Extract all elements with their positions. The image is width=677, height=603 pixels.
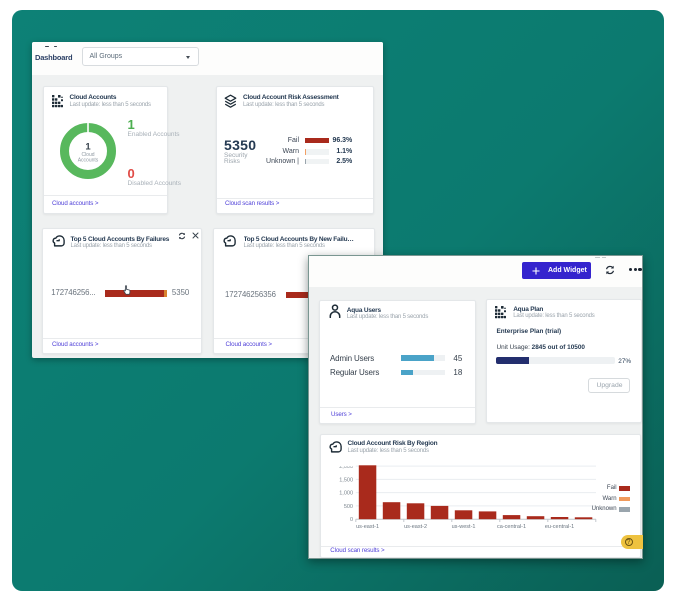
svg-text:eu-central-1: eu-central-1	[545, 524, 574, 530]
svg-text:1,500: 1,500	[339, 477, 353, 483]
svg-text:1,000: 1,000	[339, 491, 353, 497]
svg-text:us-east-2: us-east-2	[404, 524, 427, 530]
svg-text:0: 0	[350, 517, 353, 523]
svg-text:2,000: 2,000	[339, 464, 353, 470]
svg-text:Accounts: Accounts	[78, 158, 99, 164]
svg-text:500: 500	[344, 504, 353, 510]
svg-text:Cloud: Cloud	[82, 152, 95, 158]
svg-text:us-east-1: us-east-1	[356, 524, 379, 530]
svg-text:us-west-1: us-west-1	[452, 524, 476, 530]
svg-text:1: 1	[86, 142, 92, 153]
svg-text:ca-central-1: ca-central-1	[497, 524, 526, 530]
